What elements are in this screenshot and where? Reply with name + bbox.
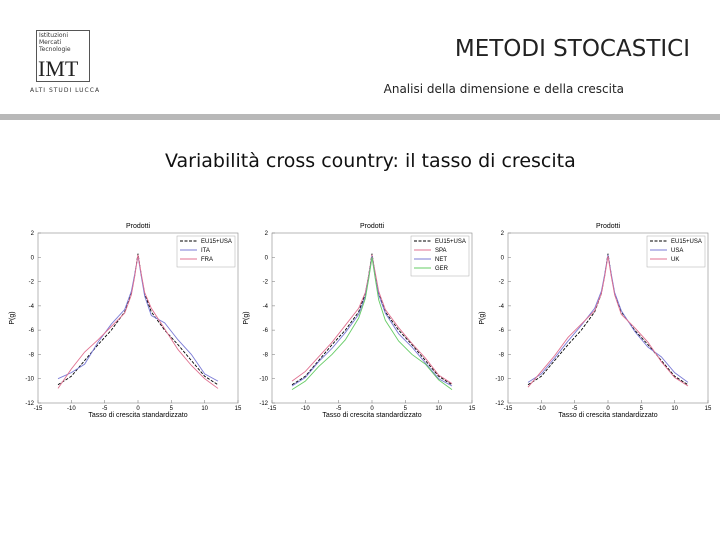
header-rule	[0, 114, 720, 120]
series-line	[291, 254, 453, 384]
legend-label: ITA	[201, 248, 210, 254]
series-line	[527, 255, 689, 388]
x-tick-label: 15	[469, 406, 476, 412]
logo-subtitle: ALTI STUDI LUCCA	[30, 87, 101, 94]
series-line	[57, 255, 219, 382]
legend-label: EU15+USA	[671, 239, 702, 245]
y-tick-label: 0	[31, 255, 35, 261]
x-tick-label: 0	[370, 406, 374, 412]
series-line	[291, 256, 453, 387]
header-subtitle: Analisi della dimensione e della crescit…	[383, 82, 624, 96]
x-tick-label: -10	[537, 406, 546, 412]
x-tick-label: -5	[102, 406, 108, 412]
x-tick-label: 10	[435, 406, 442, 412]
x-tick-label: 15	[705, 406, 712, 412]
y-tick-label: -4	[263, 304, 269, 310]
logo-mark: IMT	[38, 56, 79, 81]
series-line	[291, 253, 453, 386]
y-tick-label: -8	[499, 352, 505, 358]
x-axis-label: Tasso di crescita standardizzato	[558, 412, 657, 419]
legend-label: FRA	[201, 257, 213, 263]
y-tick-label: 0	[265, 255, 269, 261]
legend-box	[410, 235, 470, 277]
x-tick-label: 5	[170, 406, 174, 412]
legend-label: NET	[435, 257, 447, 263]
series-line	[527, 253, 689, 386]
y-axis-label: P(g)	[479, 311, 486, 324]
series-line	[527, 254, 689, 383]
y-tick-label: -8	[29, 352, 35, 358]
x-tick-label: 0	[136, 406, 140, 412]
legend-label: GER	[435, 266, 449, 272]
x-tick-label: 5	[640, 406, 644, 412]
series-line	[57, 254, 219, 389]
chart-title: Prodotti	[360, 223, 385, 230]
x-tick-label: -15	[268, 406, 277, 412]
logo-lines: Istituzioni Mercati Tecnologie	[39, 32, 71, 53]
y-tick-label: -2	[499, 280, 505, 286]
logo-line: Tecnologie	[39, 46, 71, 53]
legend-label: EU15+USA	[201, 239, 232, 245]
y-axis-label: P(g)	[9, 311, 16, 324]
slide-title: Variabilità cross country: il tasso di c…	[165, 150, 576, 172]
y-tick-label: -10	[259, 377, 268, 383]
series-line	[57, 253, 219, 386]
y-tick-label: -8	[263, 352, 269, 358]
x-tick-label: 5	[404, 406, 408, 412]
x-axis-label: Tasso di crescita standardizzato	[88, 412, 187, 419]
y-tick-label: -6	[263, 328, 269, 334]
y-tick-label: 2	[501, 231, 505, 237]
y-tick-label: -6	[499, 328, 505, 334]
y-tick-label: -4	[29, 304, 35, 310]
legend-label: EU15+USA	[435, 239, 466, 245]
legend-label: SPA	[435, 248, 447, 254]
y-tick-label: 2	[31, 231, 35, 237]
x-tick-label: -15	[34, 406, 43, 412]
x-tick-label: 0	[606, 406, 610, 412]
header-title: METODI STOCASTICI	[454, 36, 690, 62]
y-tick-label: 0	[501, 255, 505, 261]
x-tick-label: 10	[671, 406, 678, 412]
logo-line: Mercati	[39, 39, 62, 46]
y-tick-label: -10	[25, 377, 34, 383]
y-tick-label: -6	[29, 328, 35, 334]
logo-box	[36, 30, 90, 82]
x-tick-label: -5	[336, 406, 342, 412]
y-tick-label: -2	[263, 280, 269, 286]
series-line	[291, 257, 453, 391]
y-axis-label: P(g)	[243, 311, 250, 324]
x-tick-label: -10	[301, 406, 310, 412]
logo-line: Istituzioni	[39, 32, 69, 39]
x-tick-label: 10	[201, 406, 208, 412]
chart-title: Prodotti	[596, 223, 621, 230]
y-tick-label: -2	[29, 280, 35, 286]
y-tick-label: -12	[259, 401, 268, 407]
x-axis-label: Tasso di crescita standardizzato	[322, 412, 421, 419]
x-tick-label: -10	[67, 406, 76, 412]
y-tick-label: -12	[25, 401, 34, 407]
y-tick-label: 2	[265, 231, 269, 237]
legend-label: UK	[671, 257, 679, 263]
chart-title: Prodotti	[126, 223, 151, 230]
x-tick-label: 15	[235, 406, 242, 412]
x-tick-label: -5	[572, 406, 578, 412]
y-tick-label: -10	[495, 377, 504, 383]
x-tick-label: -15	[504, 406, 513, 412]
y-tick-label: -12	[495, 401, 504, 407]
y-tick-label: -4	[499, 304, 505, 310]
legend-label: USA	[671, 248, 683, 254]
